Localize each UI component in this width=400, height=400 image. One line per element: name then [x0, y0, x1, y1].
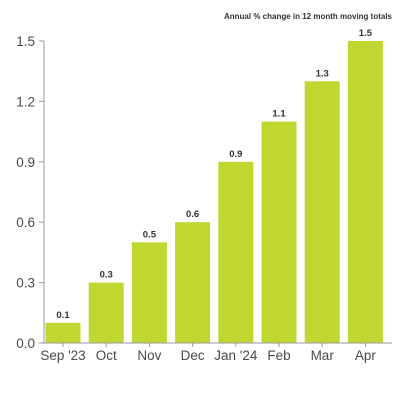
- x-tick-label: Apr: [355, 348, 377, 363]
- y-axis: 0.0 0.3 0.6 0.9 1.2 1.5: [16, 34, 45, 351]
- x-tick-label: Dec: [181, 348, 205, 363]
- bar-data-label: 1.1: [272, 109, 286, 120]
- bar-data-label: 0.5: [143, 229, 157, 240]
- bar: [261, 121, 297, 344]
- y-tick-label: 0.6: [16, 215, 35, 230]
- y-tick-label: 0.9: [16, 155, 35, 170]
- bar: [218, 161, 254, 343]
- x-tick-label: Mar: [311, 348, 335, 363]
- bar: [347, 41, 383, 343]
- bar: [304, 81, 340, 344]
- bar-data-label: 1.5: [359, 28, 373, 39]
- y-tick-label: 1.5: [16, 34, 35, 49]
- y-tick-label: 0.3: [16, 276, 35, 291]
- bar: [88, 282, 124, 343]
- x-axis: Sep '23 Oct Nov Dec Jan '24 Feb Mar Apr: [40, 342, 392, 363]
- bar: [45, 322, 81, 343]
- x-tick-label: Sep '23: [40, 348, 85, 363]
- bar-data-label: 0.3: [100, 270, 113, 281]
- bars-group: 0.1 0.3 0.5 0.6 0.9 1.1 1.3 1.5: [45, 28, 383, 344]
- bar: [131, 242, 167, 343]
- y-tick-label: 0.0: [16, 336, 35, 351]
- chart-subtitle: Annual % change in 12 month moving total…: [224, 12, 393, 21]
- bar-data-label: 0.1: [56, 310, 70, 321]
- x-tick-label: Feb: [267, 348, 290, 363]
- bar-data-label: 1.3: [316, 68, 329, 79]
- y-tick-label: 1.2: [16, 94, 35, 109]
- x-tick-label: Jan '24: [214, 348, 258, 363]
- x-tick-label: Oct: [96, 348, 117, 363]
- x-tick-label: Nov: [137, 348, 161, 363]
- bar-data-label: 0.9: [229, 149, 242, 160]
- bar-data-label: 0.6: [186, 209, 199, 220]
- bar: [175, 222, 211, 343]
